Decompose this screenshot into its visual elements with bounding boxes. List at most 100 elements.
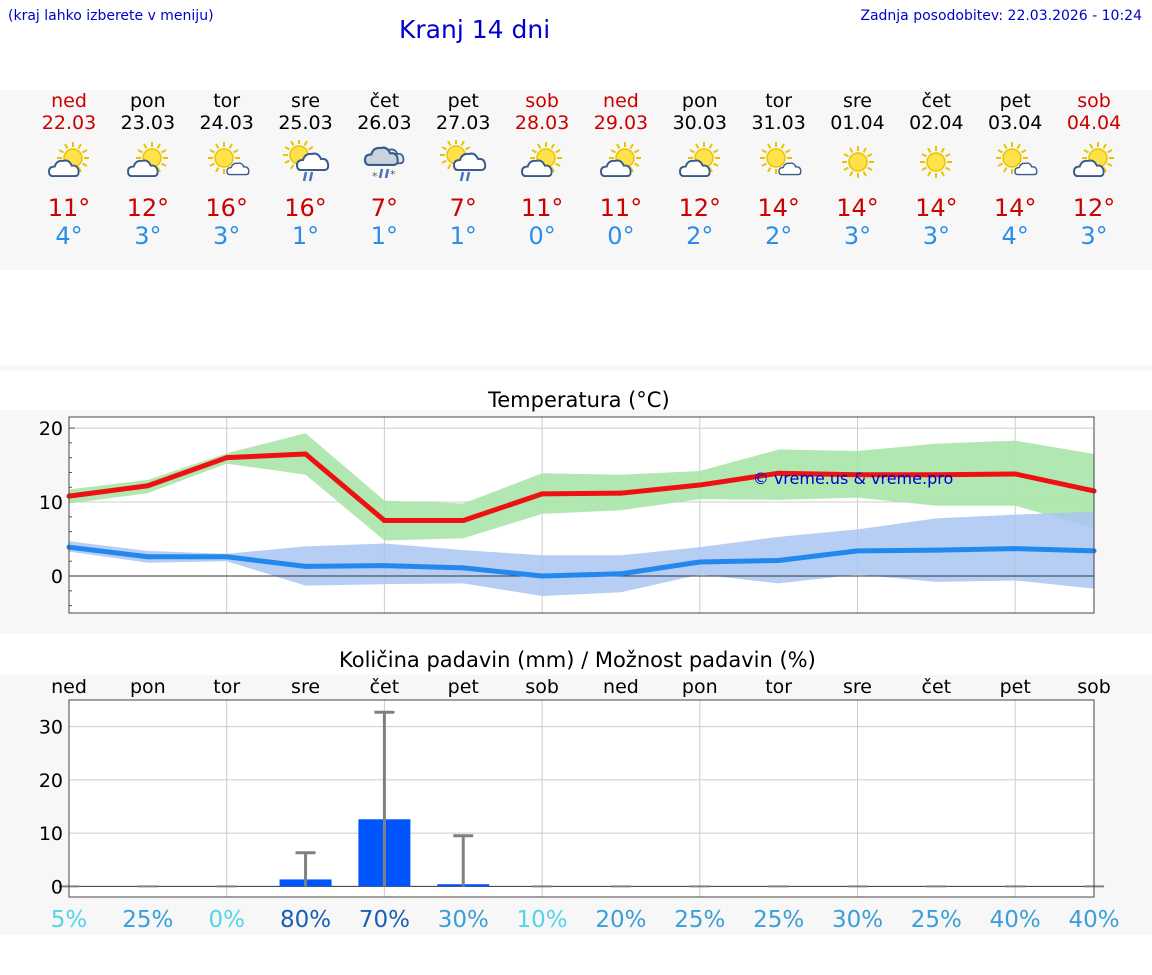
sun-disc (847, 152, 868, 172)
sun-ray (689, 149, 695, 154)
day-column[interactable]: tor 24.03 16° 3° (187, 90, 267, 250)
sun-disc (765, 148, 786, 168)
max-temperature: 16° (205, 194, 248, 222)
sun-ray (137, 149, 143, 154)
max-temperature: 11° (599, 194, 643, 222)
day-date: 04.04 (1066, 112, 1122, 134)
sun-ray (284, 146, 290, 151)
sun-ray (694, 143, 700, 149)
day-axis-label: pon (130, 676, 166, 698)
day-column[interactable]: ned 29.03 11° 0° (581, 90, 661, 250)
sun-ray (77, 143, 82, 149)
min-temperature-point (460, 565, 466, 571)
cloud-outline (48, 159, 80, 178)
sun-ray (537, 143, 542, 149)
rain-drop (460, 171, 465, 182)
day-column[interactable]: ned 22.03 11° 4° (29, 90, 109, 250)
plot-area (69, 700, 1094, 897)
cloud-outline (126, 159, 159, 178)
cloud-outline (1073, 159, 1105, 178)
temperature-chart-title: Temperatura (°C) (488, 388, 670, 412)
daily-forecast-band (0, 90, 1152, 270)
day-date: 23.03 (120, 112, 176, 134)
sun-ray (921, 166, 928, 171)
day-column[interactable]: pon 30.03 12° 2° (660, 90, 740, 250)
max-temperature-point (618, 490, 624, 496)
sun-shape (841, 146, 874, 178)
max-temperature-point (539, 491, 545, 497)
day-column[interactable]: tor 31.03 14° 2° (739, 90, 819, 250)
sun-ray (945, 153, 951, 158)
location-menu-hint[interactable]: (kraj lahko izberete v meniju) (8, 8, 214, 24)
day-name: čet (369, 90, 400, 112)
day-name: tor (765, 90, 793, 112)
min-temperature-point (776, 557, 782, 563)
max-temperature-point (697, 482, 703, 488)
sun-ray (209, 162, 215, 167)
sun-ray (550, 143, 555, 149)
watermark-text: © vreme.us & vreme.pro (753, 469, 954, 488)
sun-ray (784, 149, 790, 154)
day-date: 02.04 (909, 112, 964, 134)
sun-ray (940, 171, 946, 177)
day-name: tor (213, 90, 241, 112)
precip-probability-label: 0% (208, 907, 245, 933)
sun-ray (156, 167, 161, 173)
max-temperature-point (224, 455, 230, 461)
sun-ray (156, 143, 161, 149)
day-name: čet (921, 90, 952, 112)
max-temperature: 14° (993, 194, 1037, 222)
day-column[interactable]: sob 28.03 11° 0° (502, 90, 582, 250)
max-temperature: 14° (836, 194, 879, 222)
day-column[interactable]: pet 03.04 14° 4° (975, 90, 1055, 250)
day-column[interactable]: čet 02.04 14° 3° (896, 90, 976, 250)
sun-ray (843, 153, 849, 158)
sun-cloud-icon (678, 142, 720, 178)
day-column[interactable]: čet 26.03 * * 7° 1° (344, 90, 424, 250)
sun-disc (926, 152, 947, 172)
day-date: 03.04 (987, 112, 1043, 134)
cloud-outline (599, 159, 632, 178)
max-temperature-point (776, 470, 782, 476)
max-temperature: 12° (678, 194, 722, 222)
sun-small-cloud-icon (759, 142, 802, 176)
min-temperature: 3° (1080, 222, 1108, 250)
sun-ray (1003, 167, 1008, 173)
cloud-shape (295, 152, 329, 171)
max-temperature: 12° (1072, 194, 1116, 222)
sun-cloud-rain-icon (440, 140, 487, 182)
day-column[interactable]: sre 25.03 16° 1° (266, 90, 346, 250)
sun-cloud-rain-icon (282, 140, 329, 182)
cloud-shape (1014, 162, 1038, 176)
y-tick-label: 0 (51, 566, 63, 588)
sun-ray (160, 162, 167, 167)
snow-flake: * (372, 170, 378, 183)
max-temperature-point (303, 451, 309, 457)
day-date: 01.04 (830, 112, 885, 134)
day-column[interactable]: sob 04.04 12° 3° (1054, 90, 1134, 250)
cloud-rain-snow-icon: * * (364, 146, 405, 183)
day-name: sob (525, 90, 559, 112)
sun-cloud-icon (599, 142, 641, 178)
separator-band (0, 365, 1152, 371)
max-temperature-point (855, 472, 860, 478)
snow-flake: * (390, 168, 396, 181)
sun-ray (82, 162, 88, 167)
sun-disc (213, 148, 234, 168)
sun-ray (82, 149, 88, 154)
sun-cloud-icon (48, 142, 89, 178)
cloud-shape (225, 162, 250, 176)
day-name: pet (447, 90, 479, 112)
sun-ray (866, 153, 872, 158)
min-temperature: 3° (922, 222, 950, 250)
sun-ray (945, 166, 951, 171)
day-column[interactable]: sre 01.04 14° 3° (818, 90, 898, 250)
precip-probability-label: 25% (911, 907, 962, 933)
sun-ray (997, 149, 1004, 154)
min-temperature: 1° (449, 222, 477, 250)
sun-ray (1102, 167, 1107, 173)
sun-ray (1016, 143, 1022, 149)
day-column[interactable]: pon 23.03 12° 3° (108, 90, 188, 250)
day-column[interactable]: pet 27.03 7° 1° (423, 90, 503, 250)
min-temperature-point (303, 563, 309, 569)
